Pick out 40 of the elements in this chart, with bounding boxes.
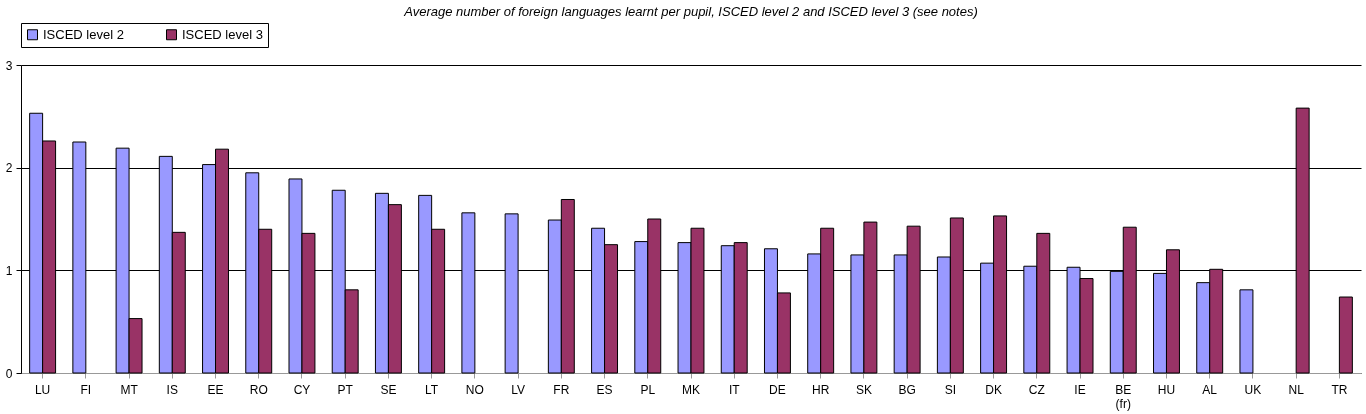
x-tick-label: LV [511,382,525,397]
y-tick-label: 3 [5,58,13,73]
legend-label: ISCED level 3 [182,26,263,42]
x-tick-label: RO [249,382,268,397]
chart-title: Average number of foreign languages learnt per pupil, ISCED level 2 and ISCED level 3 (see notes) [403,3,978,19]
y-tick-label: 0 [5,366,13,381]
y-tick-label: 2 [5,161,13,176]
x-tick-label: MT [120,382,139,397]
x-tick-label: TR [1331,382,1348,397]
x-tick-label: LU [34,382,51,397]
x-tick-label: HR [812,382,830,397]
x-tick-label: NO [465,382,484,397]
x-tick-label: PL [640,382,656,397]
x-tick-label: CY [293,382,311,397]
x-tick-label: FI [80,382,92,397]
x-tick-label: DE [769,382,786,397]
x-tick-label: SK [855,382,872,397]
x-tick-label: IE [1074,382,1086,397]
x-tick-label: LT [425,382,439,397]
legend-label: ISCED level 2 [43,26,124,42]
x-tick-label: HU [1157,382,1176,397]
x-tick-label: SI [944,382,957,397]
bar [1239,289,1254,374]
x-tick-label: NL [1288,382,1305,397]
y-tick-label: 1 [5,263,13,278]
x-tick-label: IS [166,382,178,397]
x-tick-label: BG [898,382,916,397]
x-tick-label: EE [207,382,224,397]
x-tick-label: SE [380,382,397,397]
bar [1338,296,1353,374]
x-tick-label: CZ [1028,382,1045,397]
x-tick-label: IT [728,382,741,397]
x-tick-label: DK [985,382,1002,397]
x-tick-label: MK [682,382,700,397]
x-tick-label: UK [1244,382,1262,397]
x-tick-label: BE (fr) [1115,382,1132,411]
x-tick-label: AL [1202,382,1218,397]
x-tick-label: PT [337,382,354,397]
x-tick-label: ES [596,382,613,397]
x-tick-label: FR [553,382,570,397]
